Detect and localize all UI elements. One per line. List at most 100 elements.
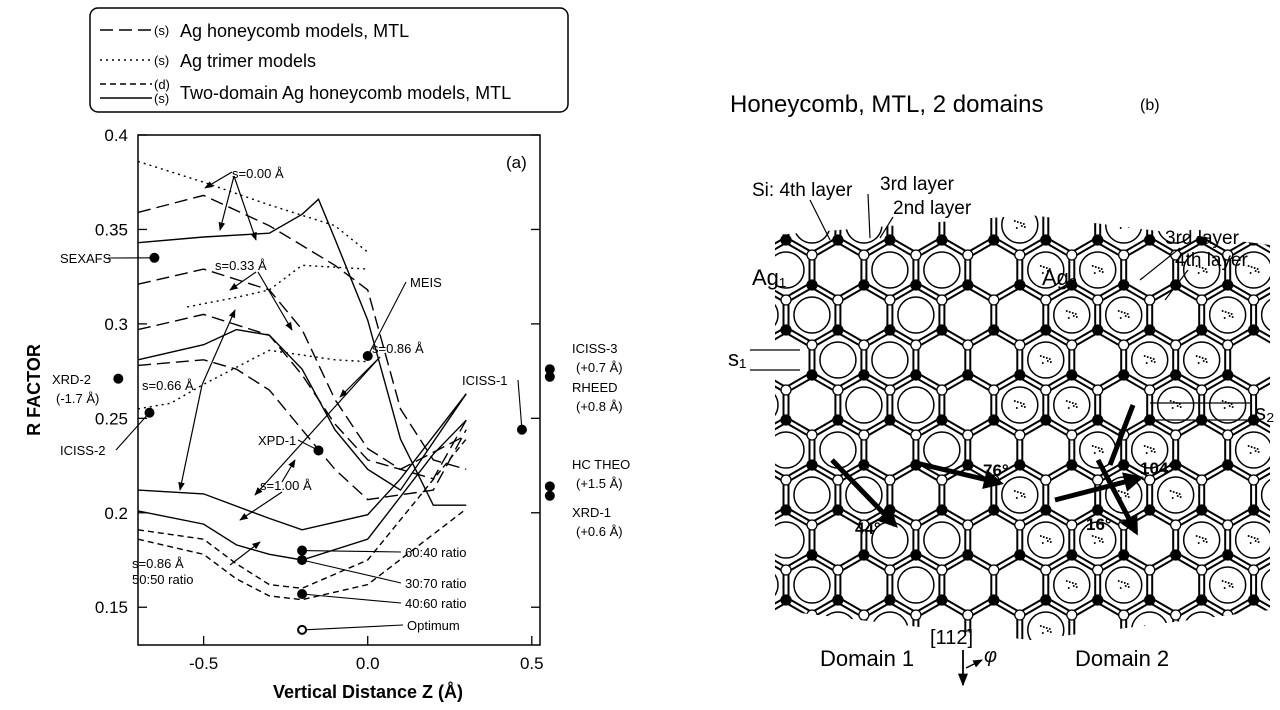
si-atom xyxy=(807,430,817,440)
stipple xyxy=(1224,587,1226,589)
stipple xyxy=(1128,586,1130,588)
marker-leader xyxy=(518,380,522,430)
ag-atom xyxy=(846,387,882,423)
ag-atom xyxy=(1236,522,1272,558)
si-atom xyxy=(859,280,869,290)
stipple xyxy=(1125,585,1127,587)
y-axis-title: R FACTOR xyxy=(24,344,44,436)
bond xyxy=(734,555,760,570)
bond xyxy=(1020,690,1046,705)
si-atom xyxy=(1015,460,1025,470)
si-atom xyxy=(989,595,999,605)
si-atom xyxy=(1093,325,1103,335)
bond xyxy=(734,375,760,390)
stipple xyxy=(1224,317,1226,319)
bond xyxy=(864,690,890,705)
stipple xyxy=(1050,541,1052,543)
stipple xyxy=(1154,451,1156,453)
si-atom xyxy=(1067,430,1077,440)
si-atom xyxy=(1041,565,1051,575)
stipple xyxy=(1173,491,1175,493)
arrow xyxy=(258,272,292,330)
stipple xyxy=(1094,272,1096,274)
stipple xyxy=(1170,220,1172,222)
stipple xyxy=(1176,492,1178,494)
ag-atom xyxy=(924,522,960,558)
si-atom xyxy=(1067,460,1077,470)
stipple xyxy=(1153,358,1155,360)
stipple xyxy=(1277,491,1279,493)
stipple xyxy=(1205,538,1207,540)
data-point xyxy=(546,492,554,500)
si-atom xyxy=(859,550,869,560)
stipple xyxy=(1092,265,1094,267)
si-atom xyxy=(729,475,739,485)
legend-label: Ag trimer models xyxy=(180,51,316,71)
si-atom xyxy=(1041,295,1051,305)
stipple xyxy=(1251,446,1253,448)
si-atom xyxy=(1249,595,1259,605)
ag-atom xyxy=(794,297,830,333)
stipple xyxy=(1257,448,1259,450)
stipple xyxy=(1024,226,1026,228)
stipple xyxy=(1258,541,1260,543)
data-point xyxy=(298,590,306,598)
si-atom xyxy=(885,595,895,605)
stipple xyxy=(1258,271,1260,273)
stipple xyxy=(1068,677,1070,679)
bond xyxy=(1150,690,1176,705)
si-atom xyxy=(1223,610,1233,620)
si-atom xyxy=(755,550,765,560)
bond xyxy=(760,645,786,660)
bond xyxy=(1098,690,1124,705)
stipple xyxy=(1095,266,1097,268)
point-label: SEXAFS xyxy=(60,251,112,266)
stipple xyxy=(1206,271,1208,273)
stipple xyxy=(1128,226,1130,228)
bond xyxy=(786,690,812,705)
si-atom xyxy=(807,550,817,560)
bond xyxy=(734,465,760,480)
stipple xyxy=(1021,225,1023,227)
ag-atom xyxy=(1054,567,1090,603)
ag-atom xyxy=(1002,477,1038,513)
stipple xyxy=(1147,446,1149,448)
si-atom xyxy=(1275,430,1280,440)
si-atom xyxy=(1171,190,1181,200)
bond xyxy=(1176,690,1202,705)
stipple xyxy=(1146,632,1148,634)
stipple xyxy=(1151,360,1153,362)
si-atom xyxy=(859,190,869,200)
si-atom xyxy=(1015,430,1025,440)
bond xyxy=(1254,690,1280,705)
ag-atom xyxy=(742,657,778,693)
stipple xyxy=(1076,676,1078,678)
ag-atom xyxy=(898,297,934,333)
stipple xyxy=(1043,626,1045,628)
si-atom xyxy=(1067,370,1077,380)
si-atom xyxy=(1145,685,1155,695)
si-atom xyxy=(755,250,765,260)
stipple xyxy=(1229,585,1231,587)
stipple xyxy=(1023,673,1025,675)
si-atom xyxy=(885,475,895,485)
si-atom xyxy=(1093,205,1103,215)
diagram-title: Honeycomb, MTL, 2 domains xyxy=(730,91,1043,118)
bond xyxy=(994,690,1020,705)
si-atom xyxy=(1041,415,1051,425)
stipple xyxy=(1066,670,1068,672)
arrow xyxy=(220,176,234,230)
stipple xyxy=(1179,223,1181,225)
si-atom xyxy=(963,550,973,560)
stipple xyxy=(1199,356,1201,358)
stipple xyxy=(1049,628,1051,630)
stipple xyxy=(1250,272,1252,274)
ag-atom xyxy=(1028,612,1064,648)
y-tick-label: 0.15 xyxy=(95,598,128,617)
si-atom xyxy=(885,415,895,425)
si-atom xyxy=(937,325,947,335)
si-atom xyxy=(1275,280,1280,290)
stipple xyxy=(1150,447,1152,449)
legend-tag: (d) xyxy=(154,77,170,92)
stipple xyxy=(1277,581,1279,583)
